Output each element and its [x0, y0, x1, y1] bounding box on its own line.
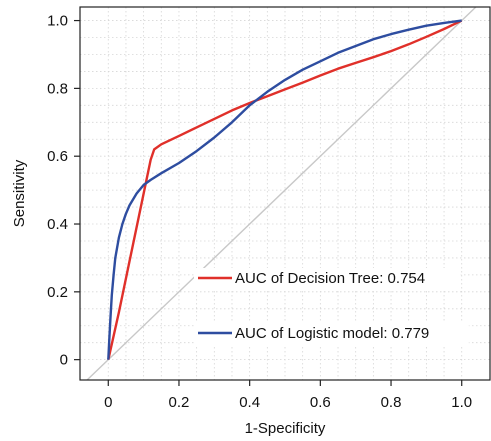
x-tick-label: 0.2	[169, 394, 190, 411]
x-axis: 0 0.2 0.4 0.6 0.8 1.0	[104, 380, 472, 411]
legend: AUC of Decision Tree: 0.754 AUC of Logist…	[194, 268, 469, 345]
legend-label: AUC of Logistic model: 0.779	[235, 325, 429, 342]
reference-line	[86, 6, 477, 381]
y-tick-label: 0.2	[47, 284, 68, 301]
y-tick-label: 0.4	[47, 216, 68, 233]
y-tick-label: 0.6	[47, 148, 68, 165]
plot-frame	[79, 6, 491, 381]
legend-background	[194, 268, 461, 290]
y-axis: 0 0.2 0.4 0.6 0.8 1.0	[47, 13, 80, 369]
x-tick-label: 0.4	[239, 394, 260, 411]
x-tick-label: 0.8	[381, 394, 402, 411]
legend-background	[194, 323, 469, 345]
y-tick-label: 0	[60, 352, 68, 369]
y-axis-title: Sensitivity	[11, 159, 28, 227]
reference-diagonal	[86, 6, 477, 381]
legend-label: AUC of Decision Tree: 0.754	[235, 270, 425, 287]
x-tick-label: 0	[104, 394, 112, 411]
y-tick-label: 0.8	[47, 80, 68, 97]
x-tick-label: 1.0	[451, 394, 472, 411]
series-line-2	[107, 19, 462, 360]
y-tick-label: 1.0	[47, 13, 68, 30]
series-lines	[107, 19, 463, 360]
x-tick-label: 0.6	[310, 394, 331, 411]
x-axis-title: 1-Specificity	[245, 420, 326, 437]
